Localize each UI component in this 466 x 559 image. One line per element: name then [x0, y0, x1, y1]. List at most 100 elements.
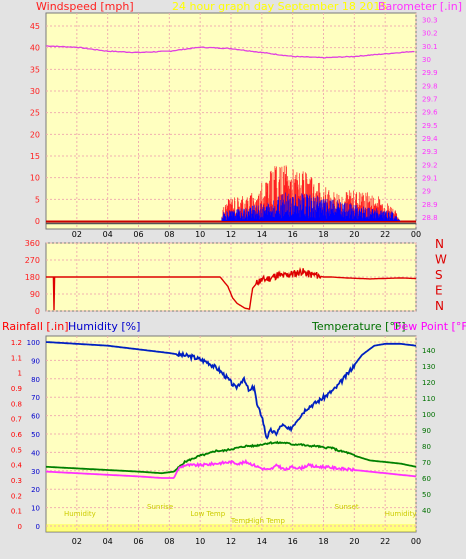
- rainfall-tick: 0.8: [11, 400, 22, 408]
- temperature-tick: 100: [422, 411, 435, 419]
- temperature-tick: 80: [422, 443, 431, 451]
- direction-ticks: 0 90 180 270 360: [25, 239, 40, 316]
- hour-tick: 06: [133, 230, 143, 239]
- humidity-tick: 90: [31, 357, 40, 365]
- hour-tick: 14: [257, 230, 267, 239]
- humidity-ticks: 0 10 20 30 40 50 60 70 80 90 100: [27, 339, 40, 531]
- barometer-axis-label: Barometer [.in]: [378, 0, 462, 13]
- rainfall-tick: 0: [18, 523, 22, 531]
- barometer-tick: 30.2: [422, 30, 438, 38]
- barometer-tick: 29.4: [422, 135, 438, 143]
- hour-tick: 00: [411, 230, 421, 239]
- rainfall-tick: 0.3: [11, 477, 22, 485]
- hour-tick: 08: [164, 230, 174, 239]
- hour-tick: 10: [195, 537, 205, 546]
- humidity-tick: 50: [31, 431, 40, 439]
- barometer-tick: 28.9: [422, 201, 438, 209]
- temperature-ticks: 40 50 60 70 80 90 100 110 120 130 140: [422, 347, 435, 515]
- rainfall-tick: 1.2: [11, 339, 22, 347]
- hour-tick: 16: [288, 537, 298, 546]
- temperature-tick: 90: [422, 427, 431, 435]
- hour-tick: 00: [411, 537, 421, 546]
- hour-tick: 22: [380, 537, 390, 546]
- rainfall-ticks: 0 0.1 0.2 0.3 0.4 0.5 0.6 0.7 0.8 0.9 1 1.1 1.2: [11, 339, 23, 531]
- compass-label: E: [435, 284, 443, 298]
- temperature-tick: 40: [422, 507, 431, 515]
- wind-hour-ticks: 02 04 06 08 10 12 14 16 18 20 22 00: [72, 230, 421, 239]
- barometer-tick: 29.2: [422, 161, 438, 169]
- rainfall-tick: 0.5: [11, 446, 22, 454]
- hour-tick: 20: [349, 230, 359, 239]
- barometer-tick: 30.1: [422, 43, 438, 51]
- windspeed-ticks: 0 5 10 15 20 25 30 35 40 45: [30, 22, 40, 226]
- hour-tick: 20: [349, 537, 359, 546]
- climate-grid: [46, 336, 417, 532]
- direction-tick: 360: [25, 239, 40, 248]
- windspeed-tick: 15: [30, 152, 40, 161]
- hour-tick: 18: [318, 230, 328, 239]
- windspeed-tick: 0: [35, 217, 40, 226]
- barometer-tick: 29.3: [422, 148, 438, 156]
- temperature-tick: 60: [422, 475, 431, 483]
- dew-point-line: [46, 458, 417, 479]
- rainfall-tick: 0.1: [11, 508, 22, 516]
- barometer-tick: 29: [422, 188, 431, 196]
- rainfall-tick: 1: [18, 370, 22, 378]
- direction-tick: 180: [25, 273, 40, 282]
- graph-annotation: Temp: [230, 517, 250, 525]
- windspeed-tick: 25: [30, 109, 40, 118]
- graph-annotation: Sunset: [335, 503, 359, 511]
- hour-tick: 02: [72, 230, 82, 239]
- barometer-tick: 29.1: [422, 175, 438, 183]
- direction-tick: 270: [25, 256, 40, 265]
- humidity-tick: 10: [31, 505, 40, 513]
- hour-tick: 18: [318, 537, 328, 546]
- climate-series: [45, 341, 417, 479]
- windspeed-tick: 30: [30, 87, 40, 96]
- graph-annotation: High Temp: [248, 517, 286, 525]
- humidity-tick: 30: [31, 468, 40, 476]
- graph-annotation: Sunrise: [147, 503, 173, 511]
- graph-annotation: Humidity: [64, 510, 96, 518]
- hour-tick: 12: [226, 230, 236, 239]
- rainfall-tick: 0.4: [11, 462, 23, 470]
- barometer-tick: 29.8: [422, 82, 438, 90]
- graph-annotation: Low Temp: [191, 510, 226, 518]
- windspeed-tick: 45: [30, 22, 40, 31]
- wind-grid: [46, 13, 417, 229]
- temperature-axis-label: Temperature [°F]: [311, 320, 406, 333]
- barometer-tick: 28.8: [422, 214, 438, 222]
- windspeed-tick: 20: [30, 130, 40, 139]
- windspeed-tick: 35: [30, 65, 40, 74]
- hour-tick: 08: [164, 537, 174, 546]
- hour-tick: 10: [195, 230, 205, 239]
- temperature-tick: 110: [422, 395, 435, 403]
- rainfall-tick: 0.7: [11, 416, 22, 424]
- hour-tick: 14: [257, 537, 267, 546]
- rainfall-tick: 0.9: [11, 385, 22, 393]
- temperature-line: [46, 440, 417, 475]
- temperature-tick: 70: [422, 459, 431, 467]
- dew-point-axis-label: Dew Point [°F]: [393, 320, 466, 333]
- chart-title: 24 hour graph day September 18 2015: [172, 0, 387, 13]
- direction-tick: 90: [30, 290, 40, 299]
- hour-tick: 02: [72, 537, 82, 546]
- humidity-tick: 70: [31, 394, 40, 402]
- windspeed-tick: 40: [30, 44, 40, 53]
- humidity-tick: 80: [31, 376, 40, 384]
- compass-label: W: [435, 253, 447, 267]
- barometer-ticks: 28.8 28.9 29 29.1 29.2 29.3 29.4 29.5 29.6 29.7 29…: [422, 17, 438, 222]
- temperature-tick: 140: [422, 347, 435, 355]
- rainfall-tick: 1.1: [11, 354, 22, 362]
- barometer-tick: 30.3: [422, 17, 438, 25]
- climate-hour-ticks: 02 04 06 08 10 12 14 16 18 20 22 00: [72, 537, 421, 546]
- temperature-tick: 120: [422, 379, 435, 387]
- rainfall-axis-label: Rainfall [.in]: [2, 320, 69, 333]
- wind-series: [46, 45, 416, 225]
- windspeed-axis-label: Windspeed [mph]: [36, 0, 134, 13]
- barometer-tick: 29.9: [422, 69, 438, 77]
